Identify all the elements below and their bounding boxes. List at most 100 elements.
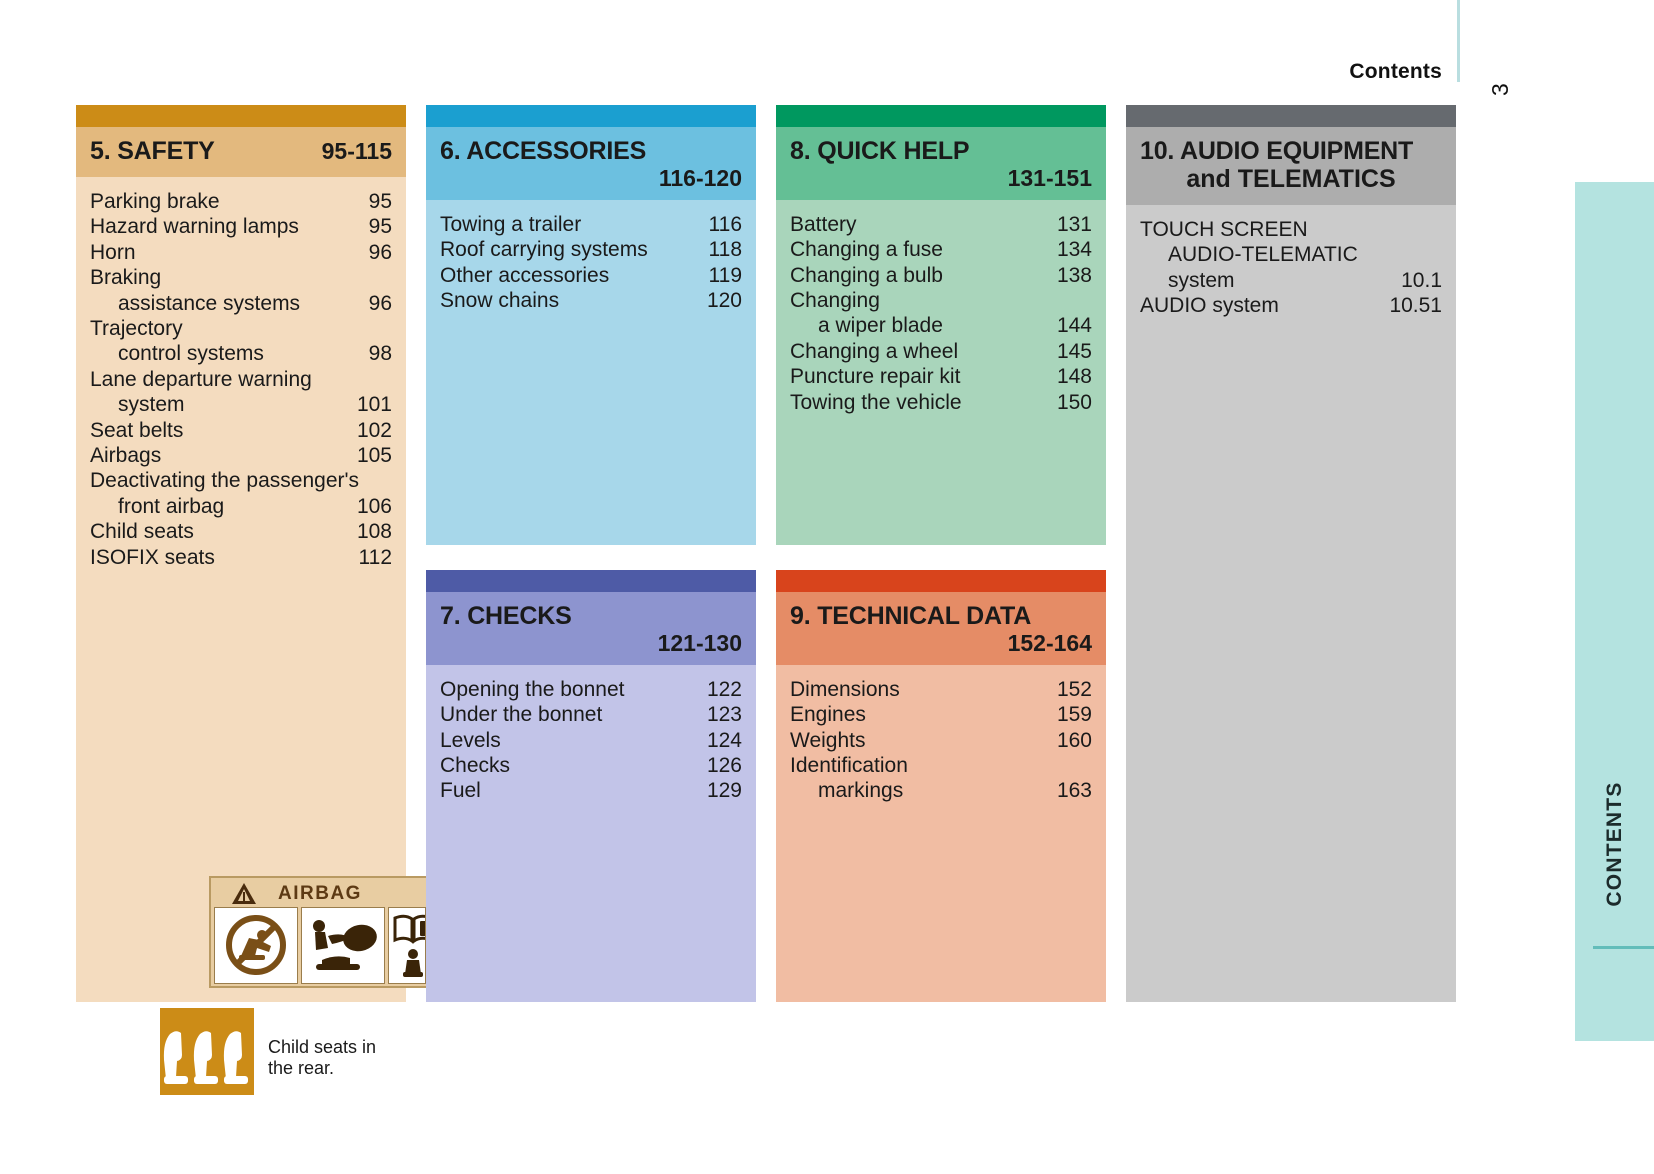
toc-entry[interactable]: front airbag 106 — [90, 494, 392, 519]
toc-entry-label: a wiper blade — [818, 314, 943, 338]
toc-entry[interactable]: Seat belts 102 — [90, 418, 392, 443]
toc-entry-label: markings — [818, 779, 904, 803]
section-card-audio-equipment[interactable]: 10. AUDIO EQUIPMENT and TELEMATICS TOUCH… — [1126, 105, 1456, 1002]
toc-entry-label: Under the bonnet — [440, 703, 603, 727]
toc-entry[interactable]: Trajectory — [90, 316, 392, 341]
toc-entry-page-number: 10.51 — [1389, 294, 1442, 318]
section-entries-quick-help: Battery 131 Changing a fuse 134 Changing a b… — [776, 200, 1106, 429]
toc-entry-page-number: 150 — [1056, 390, 1092, 414]
toc-entry[interactable]: AUDIO system 10.51 — [1140, 293, 1442, 318]
toc-entry-label: Engines — [790, 703, 866, 727]
toc-entry-page-number: 10.1 — [1401, 268, 1442, 292]
toc-entry[interactable]: Fuel 129 — [440, 778, 742, 803]
toc-entry[interactable]: Towing a trailer 116 — [440, 212, 742, 237]
toc-entry[interactable]: Deactivating the passenger's — [90, 468, 392, 493]
toc-entry-page-number: 119 — [708, 263, 742, 287]
toc-entry-label: Horn — [90, 240, 136, 264]
section-card-quick-help[interactable]: 8. QUICK HELP 131-151 Battery 131 Changing… — [776, 105, 1106, 545]
toc-entry[interactable]: TOUCH SCREEN — [1140, 217, 1442, 242]
toc-entry[interactable]: Battery 131 — [790, 212, 1092, 237]
toc-entry[interactable]: control systems 98 — [90, 341, 392, 366]
section-topbar-technical-data — [776, 570, 1106, 592]
toc-entry-page-number: 112 — [358, 545, 392, 569]
toc-entry-label: Child seats — [90, 520, 194, 544]
section-topbar-audio-equipment — [1126, 105, 1456, 127]
toc-entry[interactable]: Under the bonnet 123 — [440, 702, 742, 727]
toc-entry[interactable]: Puncture repair kit 148 — [790, 364, 1092, 389]
toc-entry-label: Roof carrying systems — [440, 238, 648, 262]
toc-entry[interactable]: Other accessories 119 — [440, 263, 742, 288]
toc-entry-page-number: 152 — [1056, 677, 1092, 701]
toc-entry-label: Changing a fuse — [790, 238, 943, 262]
toc-entry[interactable]: a wiper blade 144 — [790, 313, 1092, 338]
section-card-safety[interactable]: 5. SAFETY 95-115 Parking brake 95 Hazard w… — [76, 105, 431, 1095]
toc-entry[interactable]: Roof carrying systems 118 — [440, 237, 742, 262]
toc-entry-label: Deactivating the passenger's — [90, 469, 360, 493]
toc-entry-page-number: 122 — [706, 677, 742, 701]
contents-side-tab-label: CONTENTS — [1603, 781, 1626, 907]
section-range-quick-help: 131-151 — [1007, 165, 1092, 191]
toc-entry-page-number: 145 — [1056, 339, 1092, 363]
section-range-technical-data: 152-164 — [1007, 630, 1092, 656]
toc-entry[interactable]: Identification — [790, 753, 1092, 778]
page-title: Contents — [1349, 60, 1442, 83]
toc-entry[interactable]: Checks 126 — [440, 753, 742, 778]
section-header-quick-help: 8. QUICK HELP 131-151 — [776, 127, 1106, 200]
toc-entry-page-number: 126 — [706, 753, 742, 777]
section-card-technical-data[interactable]: 9. TECHNICAL DATA 152-164 Dimensions 152 E… — [776, 570, 1106, 1002]
toc-entry[interactable]: Changing a bulb 138 — [790, 263, 1092, 288]
section-header-accessories: 6. ACCESSORIES 116-120 — [426, 127, 756, 200]
toc-entry[interactable]: system 10.1 — [1140, 268, 1442, 293]
toc-entry[interactable]: Opening the bonnet 122 — [440, 677, 742, 702]
toc-entry-label: Towing a trailer — [440, 212, 582, 236]
toc-entry[interactable]: assistance systems 96 — [90, 291, 392, 316]
toc-entry[interactable]: system 101 — [90, 392, 392, 417]
toc-entry-label: Puncture repair kit — [790, 365, 961, 389]
toc-entry[interactable]: Child seats 108 — [90, 519, 392, 544]
toc-entry[interactable]: Airbags 105 — [90, 443, 392, 468]
toc-entry-label: Fuel — [440, 779, 481, 803]
section-card-checks[interactable]: 7. CHECKS 121-130 Opening the bonnet 122 U… — [426, 570, 756, 1002]
toc-entry[interactable]: Changing — [790, 288, 1092, 313]
toc-entry-label: Trajectory — [90, 317, 183, 341]
toc-entry[interactable]: Horn 96 — [90, 240, 392, 265]
toc-entry-page-number: 138 — [1056, 263, 1092, 287]
toc-entry[interactable]: AUDIO-TELEMATIC — [1140, 242, 1442, 267]
toc-entry-label: Hazard warning lamps — [90, 215, 299, 239]
toc-entry[interactable]: ISOFIX seats 112 — [90, 545, 392, 570]
toc-entry-page-number: 95 — [368, 215, 392, 239]
toc-entry[interactable]: Changing a wheel 145 — [790, 339, 1092, 364]
toc-entry[interactable]: Weights 160 — [790, 728, 1092, 753]
section-header-audio-equipment: 10. AUDIO EQUIPMENT and TELEMATICS — [1126, 127, 1456, 205]
toc-entry-label: Changing a bulb — [790, 263, 943, 287]
toc-entry-label: Lane departure warning — [90, 367, 312, 391]
section-header-safety: 5. SAFETY 95-115 — [76, 127, 406, 177]
toc-entry-label: Checks — [440, 753, 511, 777]
toc-entry[interactable]: Lane departure warning — [90, 367, 392, 392]
toc-entry[interactable]: Towing the vehicle 150 — [790, 390, 1092, 415]
section-range-accessories: 116-120 — [658, 165, 742, 191]
toc-entry-label: system — [1168, 268, 1235, 292]
toc-entry[interactable]: Changing a fuse 134 — [790, 237, 1092, 262]
toc-entry[interactable]: Dimensions 152 — [790, 677, 1092, 702]
manual-book-icon — [388, 907, 426, 984]
toc-entry-page-number: 144 — [1056, 314, 1092, 338]
section-title-audio-equipment-line1: 10. AUDIO EQUIPMENT — [1140, 137, 1414, 165]
toc-entry[interactable]: Levels 124 — [440, 728, 742, 753]
toc-entry[interactable]: Braking — [90, 265, 392, 290]
toc-entry[interactable]: Engines 159 — [790, 702, 1092, 727]
toc-entry[interactable]: Parking brake 95 — [90, 189, 392, 214]
toc-entry[interactable]: Snow chains 120 — [440, 288, 742, 313]
toc-entry-page-number: 148 — [1056, 365, 1092, 389]
toc-entry-label: Levels — [440, 728, 501, 752]
toc-entry-label: Identification — [790, 753, 908, 777]
section-card-accessories[interactable]: 6. ACCESSORIES 116-120 Towing a trailer 1… — [426, 105, 756, 545]
toc-entry[interactable]: markings 163 — [790, 778, 1092, 803]
section-header-technical-data: 9. TECHNICAL DATA 152-164 — [776, 592, 1106, 665]
toc-entry[interactable]: Hazard warning lamps 95 — [90, 214, 392, 239]
contents-side-tab[interactable]: CONTENTS — [1575, 182, 1654, 1041]
toc-entry-label: system — [118, 393, 185, 417]
child-seats-rear-icon — [160, 1008, 254, 1095]
section-title-technical-data: 9. TECHNICAL DATA — [790, 602, 1032, 630]
toc-entry-label: Parking brake — [90, 190, 220, 213]
